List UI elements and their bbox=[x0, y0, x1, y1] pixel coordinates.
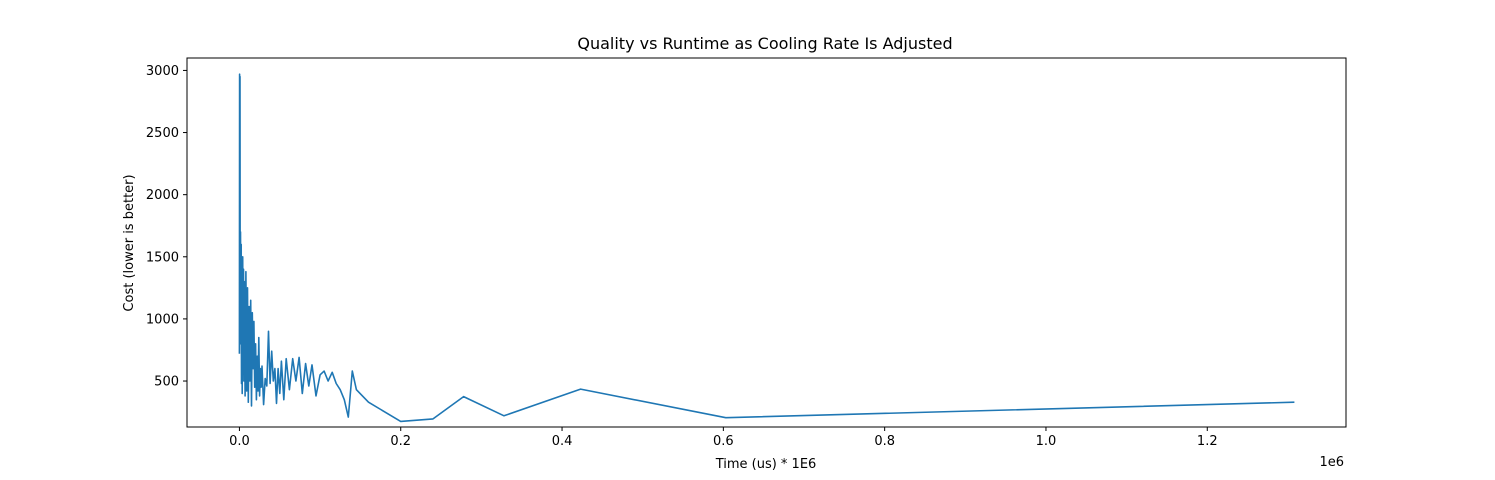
y-tick-label: 3000 bbox=[146, 64, 179, 79]
x-axis: 0.0 0.2 0.4 0.6 0.8 1.0 1.2 bbox=[229, 427, 1218, 449]
chart-title: Quality vs Runtime as Cooling Rate Is Ad… bbox=[577, 34, 952, 53]
x-tick-label: 0.0 bbox=[229, 434, 250, 449]
y-tick-label: 2000 bbox=[146, 188, 179, 203]
y-tick-label: 2500 bbox=[146, 126, 179, 141]
y-axis: 500 1000 1500 2000 2500 3000 bbox=[146, 64, 187, 390]
x-tick-label: 0.4 bbox=[552, 434, 573, 449]
x-tick-label: 0.2 bbox=[390, 434, 411, 449]
x-tick-label: 0.6 bbox=[713, 434, 734, 449]
y-axis-label: Cost (lower is better) bbox=[122, 174, 137, 311]
y-tick-label: 1500 bbox=[146, 250, 179, 265]
plot-area bbox=[238, 73, 1295, 423]
x-tick-label: 1.2 bbox=[1197, 434, 1218, 449]
y-tick-label: 500 bbox=[154, 375, 179, 390]
x-tick-label: 0.8 bbox=[874, 434, 895, 449]
axes-frame bbox=[186, 57, 1347, 428]
x-tick-label: 1.0 bbox=[1036, 434, 1057, 449]
series-line-0 bbox=[238, 73, 1295, 423]
x-axis-offset-label: 1e6 bbox=[1319, 455, 1344, 470]
x-axis-label: Time (us) * 1E6 bbox=[715, 457, 817, 472]
y-tick-label: 1000 bbox=[146, 312, 179, 327]
